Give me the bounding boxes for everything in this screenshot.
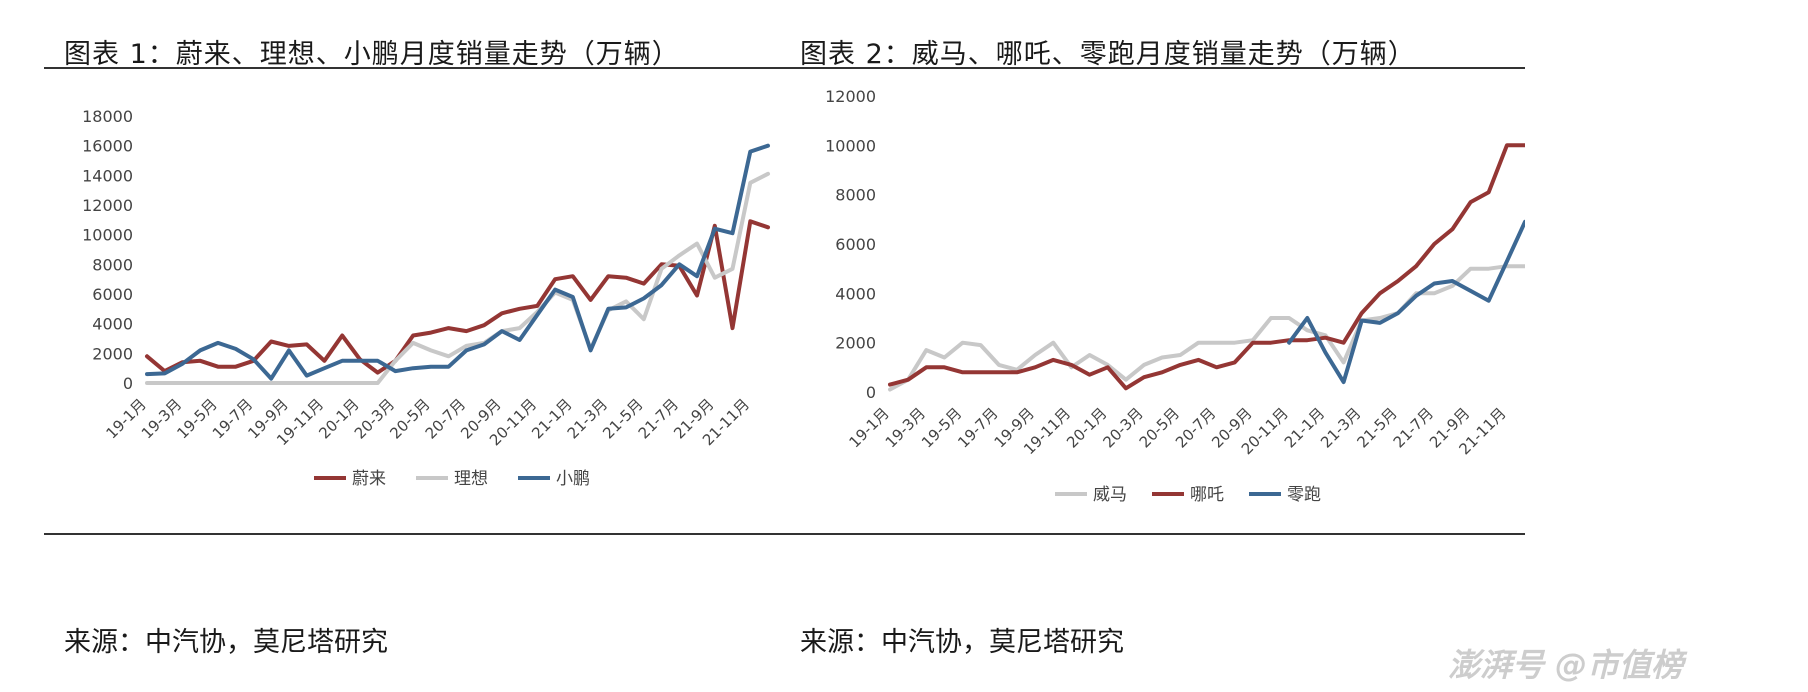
chart1-bottom-rule bbox=[44, 533, 780, 535]
chart1-ytick-label: 0 bbox=[123, 374, 133, 393]
chart1-ytick-label: 2000 bbox=[92, 344, 133, 363]
chart2-svg: 02000400060008000100001200019-1月19-3月19-… bbox=[825, 87, 1525, 505]
chart1-ytick-label: 6000 bbox=[92, 285, 133, 304]
chart2-xtick-label: 21-3月 bbox=[1317, 404, 1364, 451]
chart2-xtick-label: 20-3月 bbox=[1099, 404, 1146, 451]
chart2-ytick-label: 2000 bbox=[835, 334, 876, 353]
chart2-legend-label: 威马 bbox=[1093, 485, 1127, 505]
chart2-xtick-label: 21-1月 bbox=[1281, 404, 1328, 451]
chart2-xtick-label: 20-5月 bbox=[1136, 404, 1183, 451]
chart1-ytick-label: 8000 bbox=[92, 255, 133, 274]
chart2-ytick-label: 8000 bbox=[835, 186, 876, 205]
chart1-legend-label: 小鹏 bbox=[556, 469, 590, 489]
chart2-source: 来源：中汽协，莫尼塔研究 bbox=[800, 627, 1124, 658]
chart2-xtick-label: 19-3月 bbox=[882, 404, 929, 451]
chart2-xtick-label: 21-7月 bbox=[1390, 404, 1437, 451]
chart2-xtick-label: 20-7月 bbox=[1172, 404, 1219, 451]
chart2-xtick-label: 19-7月 bbox=[954, 404, 1001, 451]
chart2-legend-label: 零跑 bbox=[1287, 485, 1321, 505]
chart2-ytick-label: 0 bbox=[866, 383, 876, 402]
chart1-title: 图表 1：蔚来、理想、小鹏月度销量走势（万辆） bbox=[64, 39, 680, 70]
chart1-svg: 0 2000 4000 6000 8000 10000 12000 14000 16000 180… bbox=[82, 107, 770, 489]
chart1-top-rule bbox=[44, 67, 780, 69]
chart1-source: 来源：中汽协，莫尼塔研究 bbox=[64, 627, 388, 658]
chart1-ytick-label: 12000 bbox=[82, 196, 133, 215]
chart2-ytick-label: 4000 bbox=[835, 284, 876, 303]
chart1-series-line-3 bbox=[145, 143, 770, 381]
chart2-ytick-label: 12000 bbox=[825, 87, 876, 106]
chart1-legend-label: 蔚来 bbox=[352, 469, 386, 489]
chart2-ytick-label: 10000 bbox=[825, 136, 876, 155]
chart2-ytick-label: 6000 bbox=[835, 235, 876, 254]
chart1-series-line-2 bbox=[145, 171, 770, 385]
chart2-xtick-label: 19-1月 bbox=[845, 404, 892, 451]
chart2-legend-label: 哪吒 bbox=[1190, 485, 1224, 505]
chart1-legend-label: 理想 bbox=[454, 469, 488, 489]
chart2-series-line-2 bbox=[888, 143, 1525, 391]
chart2-xtick-label: 21-5月 bbox=[1353, 404, 1400, 451]
chart2-top-rule bbox=[780, 67, 1525, 69]
chart1-ytick-label: 14000 bbox=[82, 166, 133, 185]
chart2-xtick-label: 20-1月 bbox=[1063, 404, 1110, 451]
chart1-ytick-label: 10000 bbox=[82, 226, 133, 245]
chart1-ytick-label: 16000 bbox=[82, 137, 133, 156]
watermark-logo: 澎湃号 @市值榜 bbox=[1448, 646, 1684, 684]
chart1-ytick-label: 4000 bbox=[92, 315, 133, 334]
chart1-ytick-label: 18000 bbox=[82, 107, 133, 126]
chart2-series-line-3 bbox=[1287, 219, 1525, 385]
chart2-title: 图表 2：威马、哪吒、零跑月度销量走势（万辆） bbox=[800, 39, 1416, 70]
chart2-bottom-rule bbox=[780, 533, 1525, 535]
chart2-xtick-label: 19-5月 bbox=[918, 404, 965, 451]
